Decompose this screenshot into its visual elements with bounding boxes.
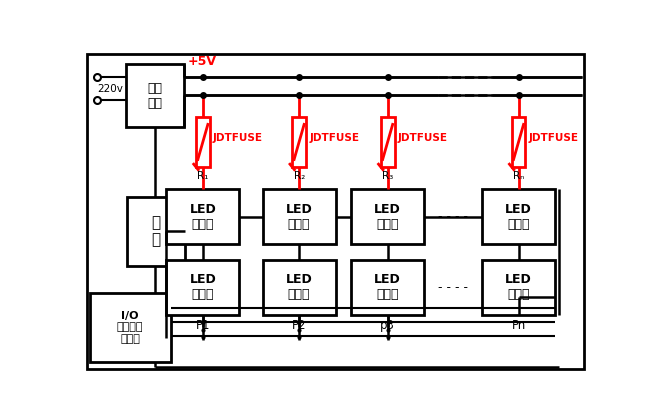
Bar	[351, 260, 424, 315]
Bar	[90, 293, 170, 362]
Bar	[126, 64, 183, 127]
Bar	[166, 189, 240, 244]
Bar	[292, 117, 306, 167]
Text: LED
显示屏: LED 显示屏	[286, 274, 312, 301]
Text: JDTFUSE: JDTFUSE	[213, 133, 263, 143]
Bar	[512, 117, 525, 167]
Bar	[263, 189, 336, 244]
Bar	[351, 189, 424, 244]
Text: LED
驱动板: LED 驱动板	[505, 203, 532, 230]
Text: R₂: R₂	[293, 171, 305, 181]
Text: I/O
信号分配
控制板: I/O 信号分配 控制板	[117, 311, 143, 344]
Text: LED
驱动板: LED 驱动板	[374, 203, 401, 230]
Text: Pn: Pn	[512, 319, 526, 332]
Text: +5V: +5V	[187, 54, 216, 67]
Text: P1: P1	[196, 319, 210, 332]
Text: LED
显示屏: LED 显示屏	[189, 274, 216, 301]
Text: 开关
电源: 开关 电源	[147, 82, 162, 110]
Text: Rₙ: Rₙ	[513, 171, 525, 181]
Bar	[196, 117, 210, 167]
Text: JDTFUSE: JDTFUSE	[529, 133, 578, 143]
Text: LED
显示屏: LED 显示屏	[505, 274, 532, 301]
Text: LED
驱动板: LED 驱动板	[189, 203, 216, 230]
Text: JDTFUSE: JDTFUSE	[309, 133, 359, 143]
Bar	[166, 260, 240, 315]
Text: R₃: R₃	[383, 171, 394, 181]
Text: LED
驱动板: LED 驱动板	[286, 203, 312, 230]
Text: JDTFUSE: JDTFUSE	[398, 133, 447, 143]
Text: 220v: 220v	[98, 84, 123, 94]
Bar	[482, 260, 555, 315]
Bar	[381, 117, 394, 167]
Text: 电
脑: 电 脑	[152, 215, 161, 248]
Text: R₁: R₁	[197, 171, 209, 181]
Text: p3: p3	[380, 319, 395, 332]
Text: LED
显示屏: LED 显示屏	[374, 274, 401, 301]
Text: P2: P2	[292, 319, 307, 332]
Bar	[482, 189, 555, 244]
Bar	[128, 197, 185, 266]
Text: - - - -: - - - -	[438, 210, 468, 223]
Text: - - - -: - - - -	[438, 281, 468, 294]
Bar	[263, 260, 336, 315]
